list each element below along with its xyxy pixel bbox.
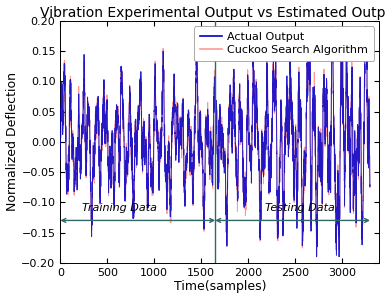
Legend: Actual Output, Cuckoo Search Algorithm: Actual Output, Cuckoo Search Algorithm xyxy=(194,26,374,61)
Text: Training Data: Training Data xyxy=(82,203,157,213)
Y-axis label: Normalized Deflection: Normalized Deflection xyxy=(5,72,18,211)
X-axis label: Time(samples): Time(samples) xyxy=(174,280,266,293)
Title: Vibration Experimental Output vs Estimated Output: Vibration Experimental Output vs Estimat… xyxy=(40,6,385,19)
Text: Testing Data: Testing Data xyxy=(265,203,335,213)
